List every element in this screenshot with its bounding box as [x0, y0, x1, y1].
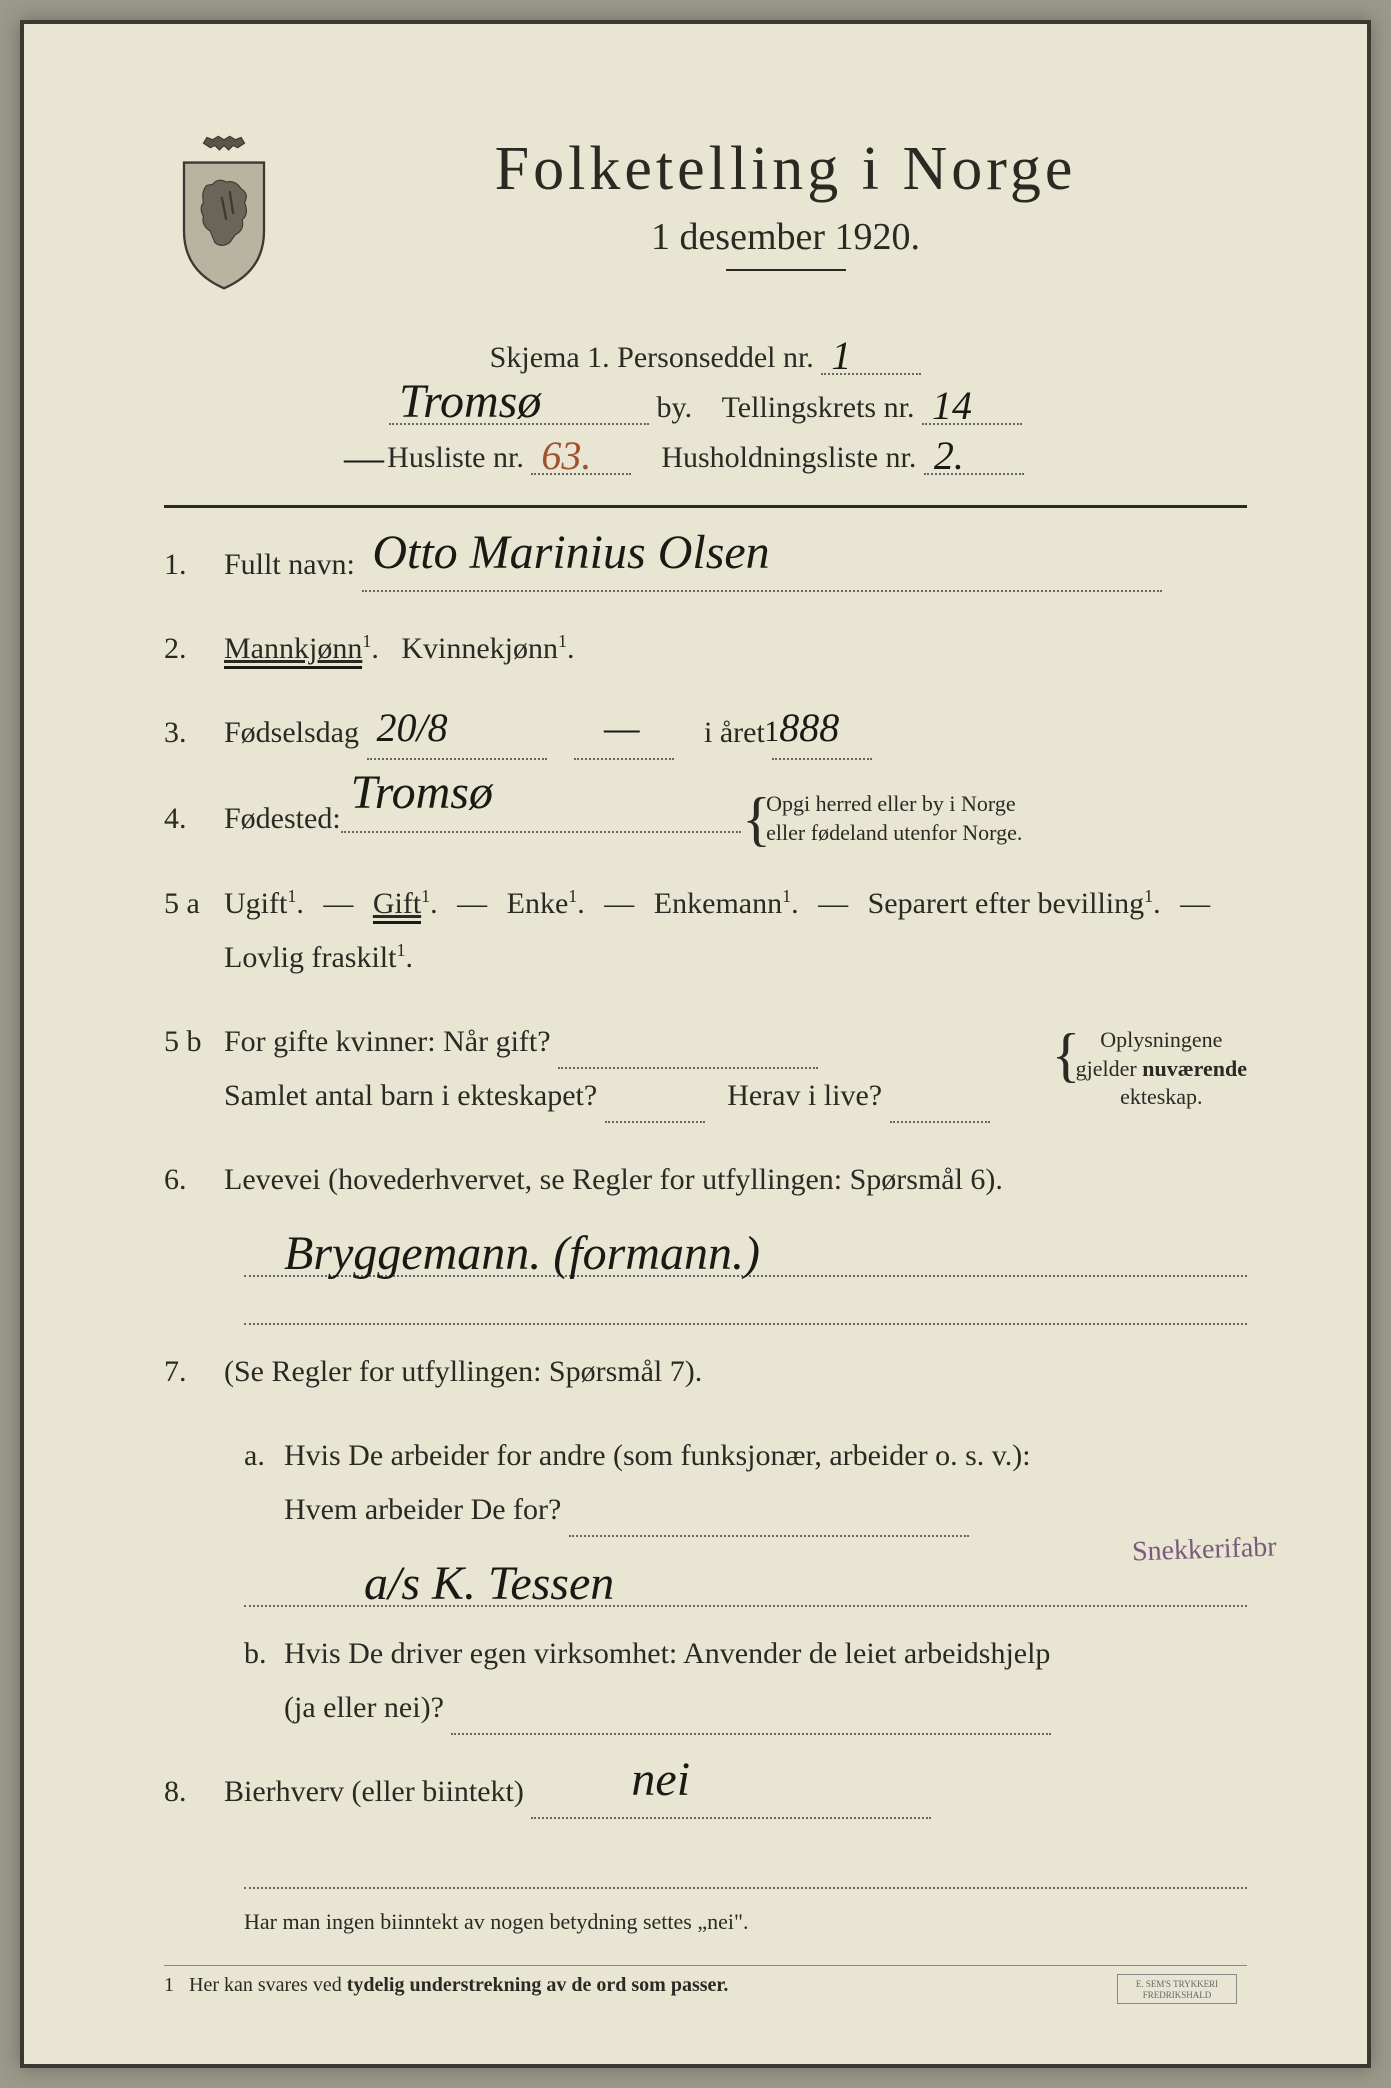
q5b-barn-field — [605, 1095, 705, 1123]
q7-num: 7. — [164, 1345, 224, 1399]
q5b-note: Oplysningene gjelder nuværende ekteskap. — [1058, 1026, 1247, 1112]
q5a-ugift: Ugift — [224, 887, 287, 920]
question-8: 8. Bierhverv (eller biintekt) nei — [164, 1765, 1247, 1819]
q7a-value: a/s K. Tessen — [364, 1556, 614, 1611]
husholdning-value: 2. — [934, 432, 964, 479]
norwegian-coat-of-arms-icon — [164, 134, 284, 294]
q7b-label: b. — [244, 1627, 284, 1681]
question-1: 1. Fullt navn: Otto Marinius Olsen — [164, 538, 1247, 592]
q4-num: 4. — [164, 792, 224, 846]
q6-num: 6. — [164, 1153, 224, 1207]
q5b-label1: For gifte kvinner: Når gift? — [224, 1025, 551, 1058]
q8-num: 8. — [164, 1765, 224, 1819]
footnote: Har man ingen biinntekt av nogen betydni… — [164, 1909, 1247, 1935]
question-3: 3. Fødselsdag 20/8 — i året 1888 — [164, 706, 1247, 760]
q5b-label2: Samlet antal barn i ekteskapet? — [224, 1079, 597, 1112]
title-rule — [726, 269, 846, 271]
q5a-fraskilt: Lovlig fraskilt — [224, 941, 396, 974]
q6-label: Levevei (hovederhvervet, se Regler for u… — [224, 1163, 1003, 1196]
birthyear-prefix: 1888 — [764, 692, 839, 764]
husliste-label: Husliste nr. — [387, 441, 524, 474]
q5a-num: 5 a — [164, 877, 224, 931]
census-form-page: Folketelling i Norge 1 desember 1920. — … — [20, 20, 1371, 2068]
question-4: 4. Fødested: Tromsø Opgi herred eller by… — [164, 790, 1247, 847]
census-date: 1 desember 1920. — [324, 215, 1247, 259]
q7a-label: a. — [244, 1429, 284, 1483]
q6-value: Bryggemann. (formann.) — [284, 1226, 760, 1281]
q2-kvinne: Kvinnekjønn — [401, 632, 558, 665]
husliste-value: 63. — [541, 432, 591, 479]
birthday-dash: — — [574, 732, 674, 760]
meta-husliste: Husliste nr. 63. Husholdningsliste nr. 2… — [164, 441, 1247, 475]
tellingskrets-value: 14 — [932, 382, 972, 429]
tellingskrets-field: 14 — [922, 397, 1022, 425]
q3-num: 3. — [164, 706, 224, 760]
q7a-stamp: Snekkerifabr — [1132, 1531, 1278, 1568]
question-7: 7. (Se Regler for utfyllingen: Spørsmål … — [164, 1345, 1247, 1399]
q3-label: Fødselsdag — [224, 716, 359, 749]
q5a-enkemann: Enkemann — [654, 887, 782, 920]
fullname-value: Otto Marinius Olsen — [372, 510, 769, 596]
city-field: Tromsø — [389, 397, 649, 425]
skjema-label: Skjema 1. Personseddel nr. — [490, 341, 814, 374]
birthyear-field: 1888 — [772, 732, 872, 760]
city-value: Tromsø — [399, 374, 541, 429]
title-block: Folketelling i Norge 1 desember 1920. — [324, 134, 1247, 301]
q2-num: 2. — [164, 622, 224, 676]
q7a-text1: Hvis De arbeider for andre (som funksjon… — [284, 1439, 1031, 1472]
meta-personseddel: Skjema 1. Personseddel nr. 1 — [164, 341, 1247, 375]
q7a-field — [569, 1509, 969, 1537]
q7a-text2: Hvem arbeider De for? — [284, 1493, 561, 1526]
husliste-field: 63. — [531, 447, 631, 475]
q5b-num: 5 b — [164, 1015, 224, 1069]
personseddel-nr-value: 1 — [831, 332, 851, 379]
main-title: Folketelling i Norge — [324, 134, 1247, 205]
question-6: 6. Levevei (hovederhvervet, se Regler fo… — [164, 1153, 1247, 1207]
q1-label: Fullt navn: — [224, 548, 355, 581]
divider-rule — [164, 505, 1247, 508]
by-label: by. — [657, 391, 693, 424]
q2-mann: Mannkjønn — [224, 632, 362, 669]
q8-label: Bierhverv (eller biintekt) — [224, 1775, 524, 1808]
question-5a: 5 a Ugift1. — Gift1. — Enke1. — Enkemann… — [164, 877, 1247, 985]
form-meta: — Skjema 1. Personseddel nr. 1 Tromsø by… — [164, 341, 1247, 475]
birthplace-field: Tromsø — [341, 805, 741, 833]
q6-field-2 — [244, 1285, 1247, 1325]
husholdning-label: Husholdningsliste nr. — [661, 441, 916, 474]
question-7a: a. Hvis De arbeider for andre (som funks… — [164, 1429, 1247, 1537]
question-2: 2. Mannkjønn1. Kvinnekjønn1. — [164, 622, 1247, 676]
header: Folketelling i Norge 1 desember 1920. — [164, 134, 1247, 301]
q5b-gift-field — [558, 1041, 818, 1069]
tellingskrets-label: Tellingskrets nr. — [722, 391, 915, 424]
meta-by: Tromsø by. Tellingskrets nr. 14 — [164, 391, 1247, 425]
q3-year-label: i året — [704, 716, 765, 749]
q8-field: nei — [531, 1791, 931, 1819]
q4-note: Opgi herred eller by i Norge eller fødel… — [748, 790, 1022, 847]
fullname-field: Otto Marinius Olsen — [362, 564, 1162, 592]
husholdning-field: 2. — [924, 447, 1024, 475]
q7b-text1: Hvis De driver egen virksomhet: Anvender… — [284, 1637, 1050, 1670]
q7b-field — [451, 1707, 1051, 1735]
q8-field-2 — [244, 1849, 1247, 1889]
q7a-field-2: a/s K. Tessen — [244, 1567, 1247, 1607]
birthplace-value: Tromsø — [351, 750, 493, 836]
q7-label: (Se Regler for utfyllingen: Spørsmål 7). — [224, 1355, 702, 1388]
q6-field: Bryggemann. (formann.) — [244, 1237, 1247, 1277]
printer-mark: E. SEM'S TRYKKERIFREDRIKSHALD — [1117, 1974, 1237, 2004]
question-7b: b. Hvis De driver egen virksomhet: Anven… — [164, 1627, 1247, 1735]
q5a-enke: Enke — [507, 887, 569, 920]
personseddel-nr-field: 1 — [821, 347, 921, 375]
bottom-footnote: 1 Her kan svares ved tydelig understrekn… — [164, 1965, 1247, 1997]
question-5b: 5 b For gifte kvinner: Når gift? Samlet … — [164, 1015, 1247, 1123]
q8-value: nei — [631, 1737, 690, 1823]
q5b-label3: Herav i live? — [727, 1079, 882, 1112]
q5b-live-field — [890, 1095, 990, 1123]
q5a-separert: Separert efter bevilling — [868, 887, 1145, 920]
q1-num: 1. — [164, 538, 224, 592]
q5a-gift: Gift — [373, 887, 421, 924]
q4-label: Fødested: — [224, 792, 341, 846]
q7b-text2: (ja eller nei)? — [284, 1691, 444, 1724]
